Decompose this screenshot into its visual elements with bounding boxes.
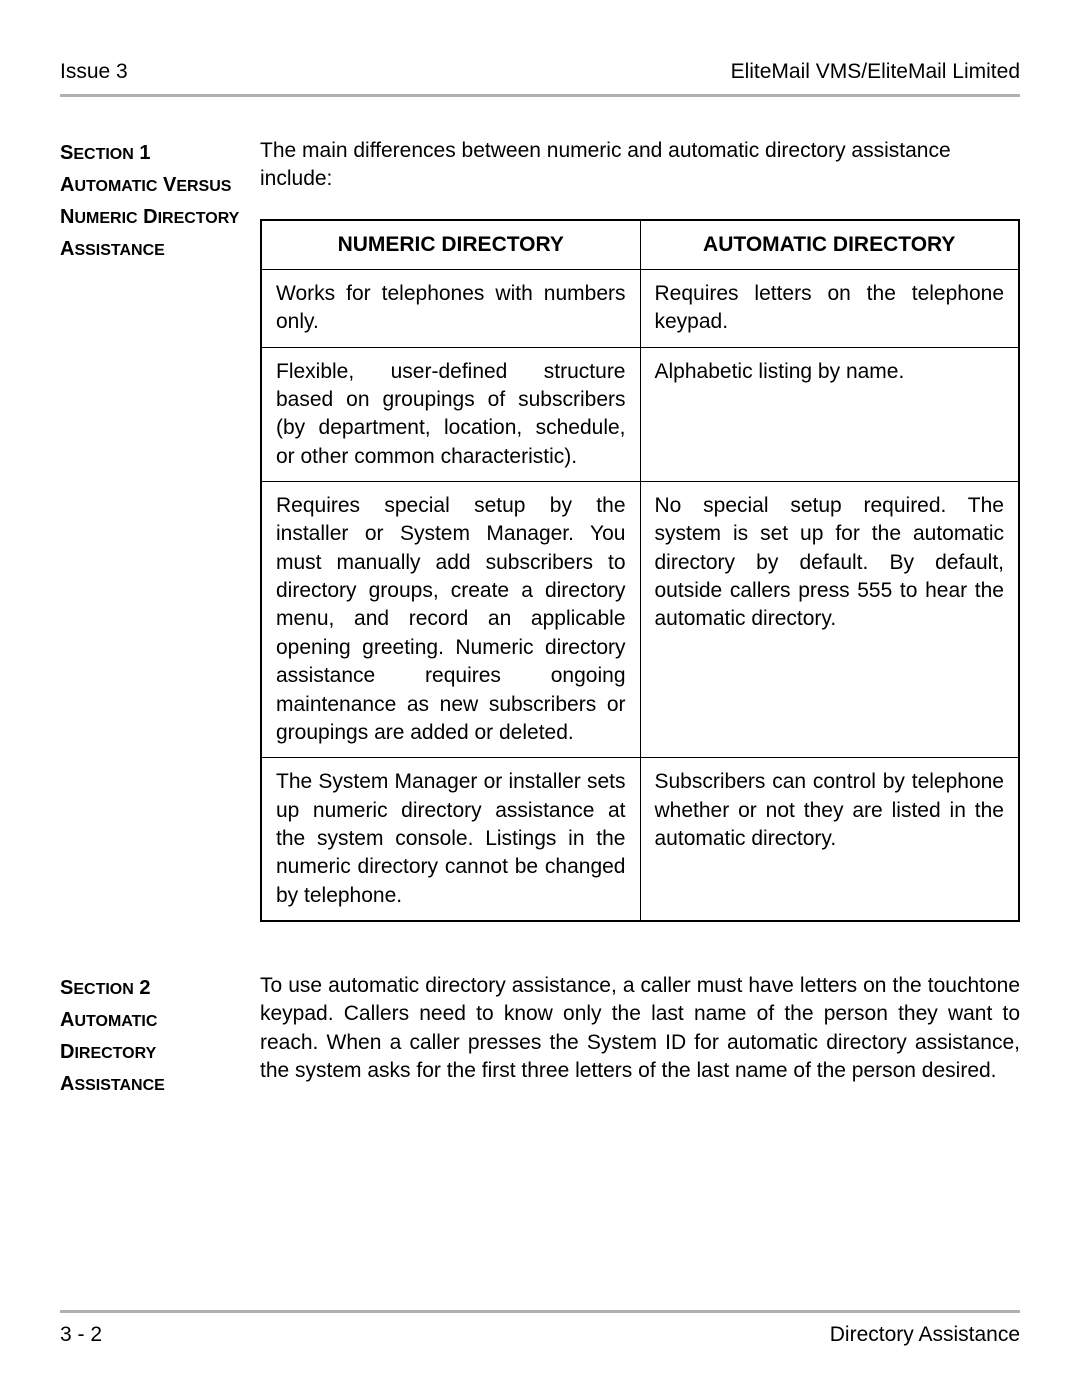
page: Issue 3 EliteMail VMS/EliteMail Limited … [0,0,1080,1397]
td-numeric: Requires special setup by the installer … [261,482,640,758]
td-automatic: Requires letters on the telephone keypad… [640,270,1019,348]
section2-body: To use automatic directory assistance, a… [260,972,1020,1085]
table-row: Requires special setup by the installer … [261,482,1019,758]
section2-label: SECTION 2 AUTOMATIC DIRECTORY ASSISTANCE [60,972,260,1100]
td-numeric: Flexible, user-defined structure based o… [261,347,640,481]
comparison-table: NUMERIC DIRECTORY AUTOMATIC DIRECTORY Wo… [260,219,1020,922]
td-automatic: No special setup required. The system is… [640,482,1019,758]
footer: 3 - 2 Directory Assistance [60,1310,1020,1347]
table-row: Flexible, user-defined structure based o… [261,347,1019,481]
section1-block: SECTION 1 AUTOMATIC VERSUS NUMERIC DIREC… [60,137,1020,922]
td-automatic: Subscribers can control by telephone whe… [640,758,1019,921]
footer-row: 3 - 2 Directory Assistance [60,1323,1020,1347]
section1-body: The main differences between numeric and… [260,137,1020,922]
bottom-rule [60,1310,1020,1313]
table-header-row: NUMERIC DIRECTORY AUTOMATIC DIRECTORY [261,220,1019,270]
table-row: Works for telephones with numbers only. … [261,270,1019,348]
section2-paragraph: To use automatic directory assistance, a… [260,972,1020,1085]
header-right: EliteMail VMS/EliteMail Limited [731,60,1020,84]
td-numeric: Works for telephones with numbers only. [261,270,640,348]
th-automatic: AUTOMATIC DIRECTORY [640,220,1019,270]
header-left: Issue 3 [60,60,128,84]
td-automatic: Alphabetic listing by name. [640,347,1019,481]
header-row: Issue 3 EliteMail VMS/EliteMail Limited [60,60,1020,84]
section1-label: SECTION 1 AUTOMATIC VERSUS NUMERIC DIREC… [60,137,260,265]
footer-left: 3 - 2 [60,1323,102,1347]
top-rule [60,94,1020,97]
section1-intro: The main differences between numeric and… [260,137,1020,194]
footer-right: Directory Assistance [830,1323,1020,1347]
table-row: The System Manager or installer sets up … [261,758,1019,921]
td-numeric: The System Manager or installer sets up … [261,758,640,921]
section2-block: SECTION 2 AUTOMATIC DIRECTORY ASSISTANCE… [60,972,1020,1100]
th-numeric: NUMERIC DIRECTORY [261,220,640,270]
